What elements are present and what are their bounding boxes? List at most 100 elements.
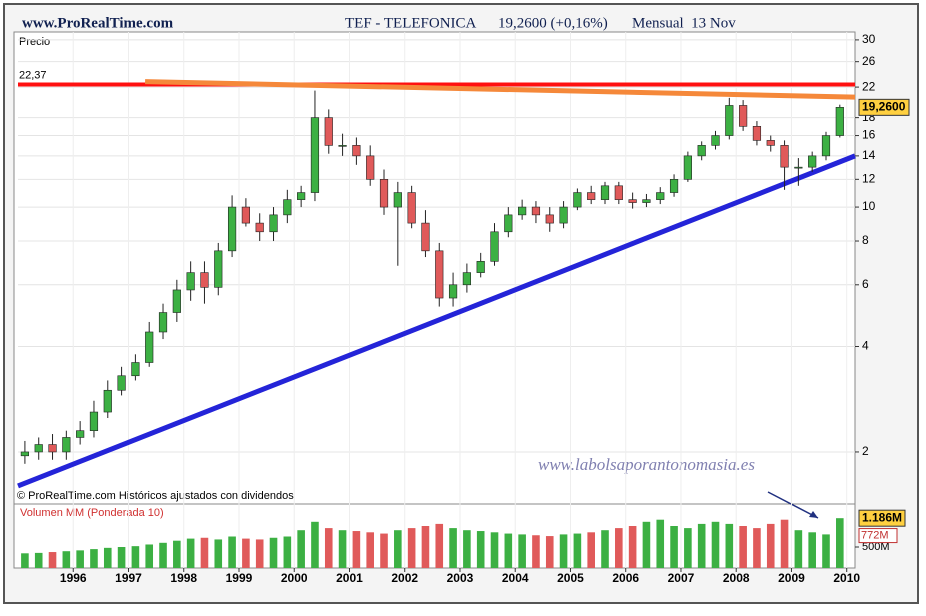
volume-bar <box>559 534 568 568</box>
period: Mensual 13 Nov <box>632 15 736 31</box>
x-tick-label: 2004 <box>502 571 529 585</box>
resistance-label: 22,37 <box>19 69 47 81</box>
candle-body <box>711 135 720 146</box>
volume-bar <box>808 532 816 568</box>
x-tick-label: 2008 <box>723 571 750 585</box>
candle-body <box>89 411 99 431</box>
candle-body <box>835 107 844 136</box>
candle-body <box>628 199 637 203</box>
volume-bar <box>131 546 140 568</box>
trend-line <box>145 79 856 100</box>
candle-body <box>490 231 499 262</box>
candle-body <box>297 192 306 200</box>
candle-body <box>48 444 57 453</box>
watermark: www.labolsaporantonomasia.es <box>538 455 755 474</box>
arrow-head <box>809 511 818 518</box>
y-tick-label: 16 <box>862 128 876 142</box>
candle-body <box>393 192 402 208</box>
volume-bar <box>311 521 319 568</box>
candle-body <box>435 250 444 299</box>
x-tick-label: 2001 <box>336 571 363 585</box>
candle-body <box>117 375 126 391</box>
volume-ma-box <box>858 528 898 544</box>
y-tick-label: 8 <box>862 233 869 247</box>
candle-body <box>587 192 596 200</box>
volume-bar <box>545 536 554 568</box>
candle-body <box>338 145 347 147</box>
volume-bar <box>573 533 582 568</box>
candle-body <box>780 145 789 168</box>
title: TEF - TELEFONICA <box>345 15 477 31</box>
last-price-box <box>858 98 910 116</box>
volume-bar <box>670 526 678 568</box>
y-label: Precio <box>19 36 50 48</box>
candle-body <box>407 192 416 224</box>
candle-body <box>241 206 250 224</box>
x-tick-label: 2006 <box>612 571 639 585</box>
x-tick-label: 2002 <box>391 571 418 585</box>
candle-body <box>76 430 85 438</box>
price-change: 19,2600 (+0,16%) <box>498 15 608 31</box>
volume-bar <box>186 538 195 568</box>
candle-body <box>669 179 679 193</box>
y-tick-label: 4 <box>862 339 869 353</box>
volume-bar <box>380 533 388 568</box>
copyright: © ProRealTime.com Históricos ajustados c… <box>17 490 294 502</box>
last-price-label: 19,2600 <box>862 100 906 114</box>
candle-body <box>821 135 831 157</box>
candle-body <box>808 155 817 168</box>
candle-body <box>366 155 375 180</box>
candle-body <box>739 105 748 127</box>
x-tick-label: 2010 <box>833 571 860 585</box>
volume-bar <box>504 533 513 568</box>
candle-body <box>559 206 568 224</box>
candle-body <box>448 284 458 299</box>
volume-bar <box>338 530 347 568</box>
volume-bar <box>601 530 609 568</box>
volume-bar <box>159 542 167 568</box>
candle-body <box>255 222 264 233</box>
volume-bar <box>255 539 264 568</box>
volume-last-box <box>858 509 906 527</box>
volume-bar <box>822 534 830 568</box>
candle-body <box>103 389 112 413</box>
trend-line <box>17 153 856 489</box>
candle-body <box>62 437 71 453</box>
y-tick-label: 10 <box>862 199 876 213</box>
candle-body <box>600 185 610 200</box>
volume-bar <box>656 519 665 568</box>
candle-body <box>614 185 623 200</box>
volume-bar <box>532 535 540 568</box>
x-tick-label: 2009 <box>778 571 805 585</box>
candle-body <box>476 261 485 273</box>
volume-bar <box>476 531 485 568</box>
volume-bar <box>76 550 84 568</box>
x-tick-label: 2005 <box>557 571 584 585</box>
volume-bar <box>836 518 844 568</box>
volume-bar <box>753 528 761 568</box>
candle-body <box>794 166 803 169</box>
volume-bar <box>780 519 789 568</box>
volume-tick-label: 500M <box>862 541 890 553</box>
y-tick-label: 30 <box>862 32 876 46</box>
candle-body <box>131 362 140 377</box>
candle-body <box>683 155 692 180</box>
volume-bar <box>297 530 305 568</box>
x-tick-label: 2000 <box>281 571 308 585</box>
volume-bar <box>283 536 292 568</box>
candle-body <box>34 444 43 453</box>
x-tick-label: 1998 <box>170 571 197 585</box>
volume-bar <box>463 530 471 568</box>
candle-body <box>227 206 237 252</box>
x-tick-label: 1997 <box>115 571 142 585</box>
volume-ma-label: 772M <box>861 529 889 541</box>
candle-body <box>200 272 209 288</box>
volume-bar <box>117 547 126 568</box>
volume-bar <box>173 540 181 568</box>
x-tick-label: 2003 <box>447 571 474 585</box>
y-tick-label: 6 <box>862 277 869 291</box>
volume-bar <box>407 528 416 568</box>
volume-bar <box>697 523 706 568</box>
volume-bar <box>214 539 223 568</box>
